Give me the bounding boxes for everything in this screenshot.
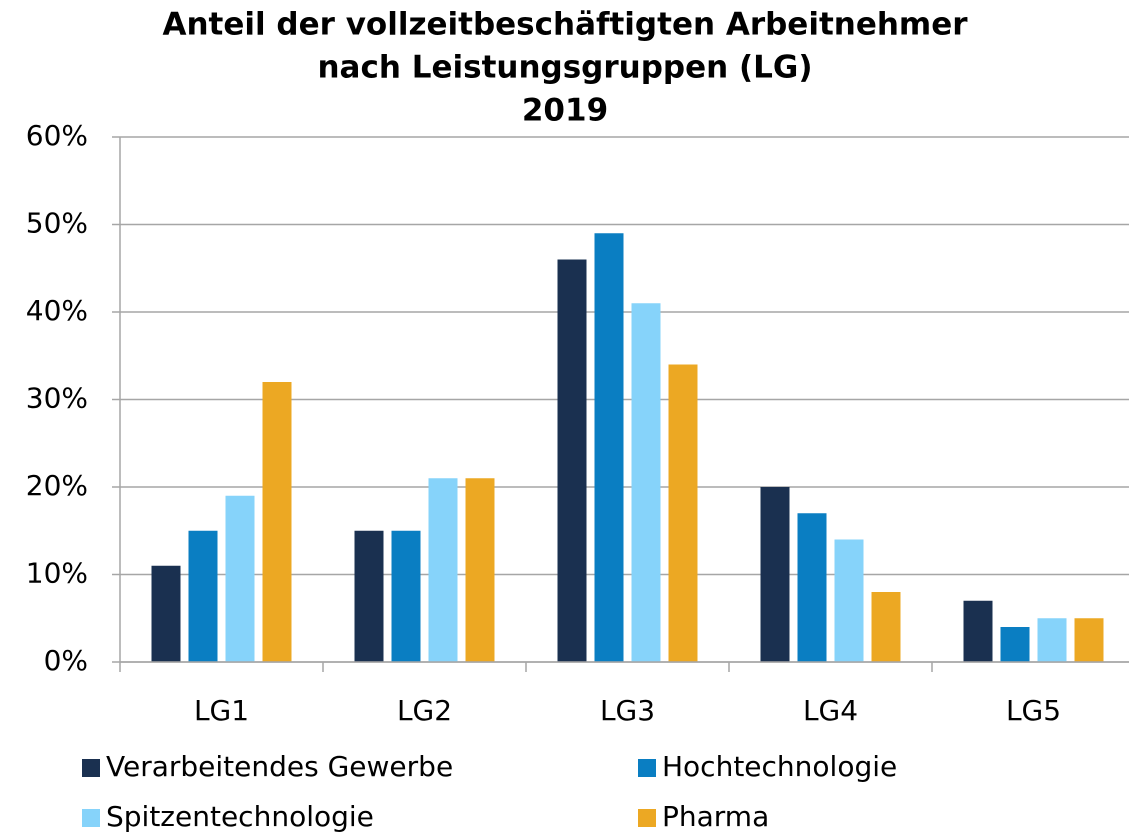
y-tick-label: 60% xyxy=(26,119,88,152)
bar xyxy=(225,495,255,662)
y-tick-label: 50% xyxy=(26,207,88,240)
y-tick-label: 0% xyxy=(44,644,88,677)
bar xyxy=(262,382,292,662)
bar xyxy=(1074,618,1104,662)
bar xyxy=(557,259,587,662)
bar xyxy=(834,539,864,662)
legend-label: Pharma xyxy=(662,800,769,833)
bar xyxy=(428,478,458,662)
bar xyxy=(871,592,901,662)
bar xyxy=(151,565,181,662)
x-tick-label: LG4 xyxy=(803,694,858,727)
bar xyxy=(631,303,661,662)
x-tick-label: LG2 xyxy=(397,694,452,727)
x-tick-label: LG3 xyxy=(600,694,655,727)
bar xyxy=(1000,627,1030,662)
bar xyxy=(188,530,218,662)
y-tick-label: 30% xyxy=(26,382,88,415)
legend-swatch xyxy=(82,759,100,777)
bar xyxy=(963,600,993,662)
y-tick-label: 10% xyxy=(26,557,88,590)
legend-swatch xyxy=(82,809,100,827)
bar xyxy=(1037,618,1067,662)
y-tick-label: 20% xyxy=(26,469,88,502)
legend-label: Verarbeitendes Gewerbe xyxy=(106,750,453,783)
x-tick-label: LG1 xyxy=(194,694,249,727)
x-tick-label: LG5 xyxy=(1006,694,1061,727)
bar xyxy=(465,478,495,662)
legend-label: Spitzentechnologie xyxy=(106,800,374,833)
bar xyxy=(354,530,384,662)
bar xyxy=(797,513,827,662)
legend-label: Hochtechnologie xyxy=(662,750,897,783)
bar xyxy=(668,364,698,662)
chart-title: nach Leistungsgruppen (LG) xyxy=(317,50,812,86)
chart-title: 2019 xyxy=(522,93,608,129)
y-tick-label: 40% xyxy=(26,294,88,327)
bar xyxy=(391,530,421,662)
legend-swatch xyxy=(638,809,656,827)
bar xyxy=(594,233,624,662)
chart-title: Anteil der vollzeitbeschäftigten Arbeitn… xyxy=(162,7,968,43)
bar xyxy=(760,487,790,662)
legend-swatch xyxy=(638,759,656,777)
